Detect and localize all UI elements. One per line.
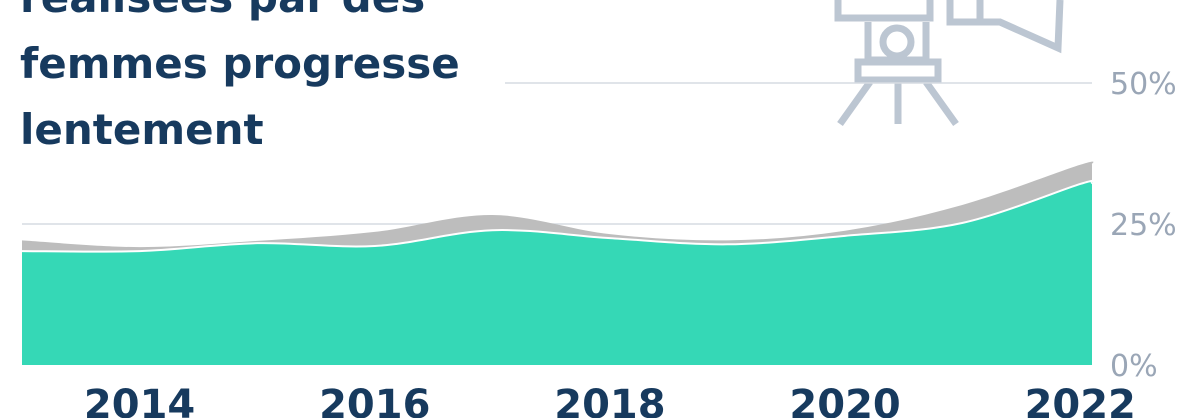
area-line — [21, 179, 1095, 253]
chart-title: réalisées par des — [20, 0, 425, 22]
chart-title: lentement — [20, 105, 264, 154]
chart-title: femmes progresse — [20, 39, 460, 88]
camera-icon — [834, 0, 1064, 127]
y-tick-label: 0% — [1110, 349, 1158, 384]
x-tick-label: 2018 — [554, 382, 665, 418]
x-tick-label: 2016 — [319, 382, 430, 418]
x-tick-label: 2022 — [1025, 382, 1136, 418]
y-tick-label: 25% — [1110, 208, 1177, 243]
y-tick-label: 50% — [1110, 67, 1177, 102]
x-tick-label: 2020 — [789, 382, 900, 418]
area — [22, 180, 1094, 365]
x-tick-label: 2014 — [84, 382, 195, 418]
